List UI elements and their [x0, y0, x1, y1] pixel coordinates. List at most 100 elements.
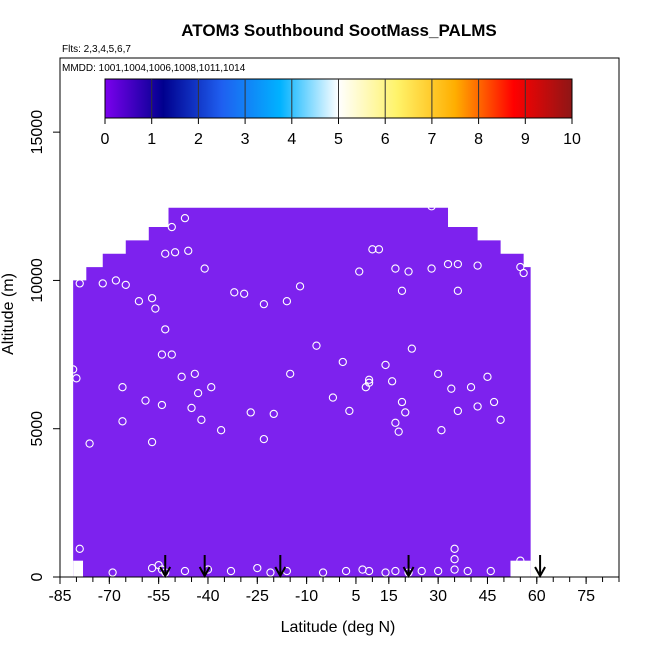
sample-point — [417, 566, 426, 576]
arrow-marker-head — [159, 566, 172, 579]
x-tick-label: -85 — [48, 588, 71, 605]
sample-point — [473, 402, 482, 411]
sample-point — [516, 556, 525, 565]
colorbar-tick-label: 6 — [381, 131, 390, 148]
sample-point — [259, 434, 269, 444]
sample-point — [286, 369, 295, 378]
x-tick-label: -70 — [98, 588, 121, 605]
sample-point — [118, 383, 127, 392]
sample-point — [197, 415, 206, 424]
sample-point — [207, 383, 216, 392]
field-notch-right — [510, 560, 531, 578]
sample-point — [121, 280, 130, 290]
chart-title: ATOM3 Southbound SootMass_PALMS — [181, 21, 496, 40]
sample-point — [338, 357, 347, 367]
sample-point — [161, 325, 170, 334]
y-tick-label: 5000 — [29, 411, 46, 447]
sample-point — [216, 426, 226, 435]
sample-point — [397, 286, 407, 295]
colorbar-tick-label: 2 — [194, 131, 203, 148]
sample-point — [453, 286, 463, 295]
x-tick-label: 15 — [380, 588, 398, 605]
sample-point — [453, 259, 463, 269]
sample-point — [180, 213, 190, 223]
y-axis-label: Altitude (m) — [0, 273, 17, 355]
sample-point — [489, 397, 499, 407]
sample-point — [427, 264, 436, 273]
x-tick-label: 75 — [577, 588, 595, 605]
sample-point — [401, 408, 410, 417]
x-tick-label: 5 — [351, 588, 360, 605]
arrow-marker-head — [402, 566, 415, 579]
sample-point — [486, 566, 495, 576]
sample-point — [167, 350, 176, 359]
mmdd-label: MMDD: 1001,1004,1006,1008,1011,1014 — [62, 63, 246, 74]
sample-point — [151, 304, 160, 313]
sample-point — [147, 437, 157, 447]
sample-point — [180, 566, 190, 576]
sample-point — [98, 279, 107, 288]
arrow-marker-head — [198, 566, 211, 579]
sample-point — [450, 544, 459, 553]
x-tick-label: -25 — [246, 588, 269, 605]
x-tick-label: -10 — [295, 588, 318, 605]
y-tick-label: 15000 — [29, 110, 46, 155]
sample-point — [483, 372, 492, 381]
sample-point — [496, 415, 505, 424]
sample-point — [157, 350, 167, 359]
arrow-marker-head — [274, 566, 287, 579]
sample-point — [328, 393, 338, 402]
sample-point — [433, 566, 443, 576]
y-tick-label: 10000 — [29, 258, 46, 303]
arrow-marker-head — [534, 566, 546, 579]
field-region — [73, 207, 531, 578]
sample-point — [453, 406, 463, 416]
sample-point — [276, 199, 285, 208]
sample-point — [184, 246, 193, 255]
colorbar-tick-label: 4 — [287, 131, 296, 148]
sample-point — [111, 276, 121, 285]
sample-point — [259, 300, 269, 309]
sample-point — [269, 409, 278, 419]
sample-point — [312, 341, 321, 350]
sample-point — [437, 426, 446, 435]
sample-point — [391, 566, 400, 576]
sample-point — [253, 563, 262, 573]
sample-point — [157, 400, 167, 410]
field-notch-left — [73, 560, 84, 578]
sample-point — [118, 417, 127, 426]
sample-point — [450, 565, 459, 574]
sample-point — [75, 279, 84, 288]
colorbar-tick-label: 1 — [147, 131, 156, 148]
colorbar-tick-label: 10 — [563, 131, 581, 148]
sample-point — [200, 264, 209, 273]
sample-point — [75, 544, 84, 553]
sample-point — [177, 372, 186, 381]
sample-point — [147, 563, 157, 573]
sample-point — [167, 222, 176, 232]
colorbar-tick-label: 9 — [521, 131, 530, 148]
sample-point — [170, 248, 180, 257]
sample-point — [447, 384, 456, 393]
colorbar-tick-label: 8 — [474, 131, 483, 148]
x-axis-label: Latitude (deg N) — [281, 619, 396, 636]
sample-point — [187, 403, 196, 413]
sample-point — [295, 282, 305, 291]
x-tick-label: -55 — [147, 588, 170, 605]
sample-point — [404, 267, 413, 276]
sample-point — [161, 249, 170, 258]
x-tick-label: 60 — [528, 588, 546, 605]
sample-point — [230, 288, 239, 297]
sample-point — [519, 268, 528, 278]
sample-point — [282, 297, 292, 306]
sample-point — [266, 568, 275, 577]
sample-point — [69, 365, 78, 374]
sample-point — [226, 566, 236, 576]
sample-point — [85, 439, 94, 448]
x-tick-label: -40 — [196, 588, 219, 605]
sample-point — [397, 397, 407, 407]
sample-point — [364, 375, 374, 384]
sample-point — [433, 369, 443, 378]
sample-point — [364, 378, 374, 387]
